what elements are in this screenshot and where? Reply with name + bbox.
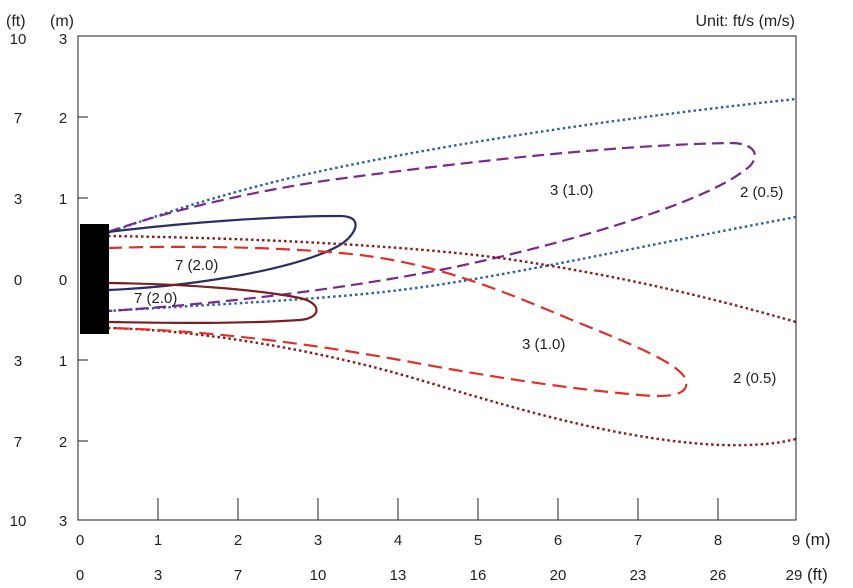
- upper-contour-2-outer: [108, 99, 796, 233]
- left-m-label: 1: [59, 353, 67, 370]
- left-m-label: 0: [59, 272, 67, 289]
- lower-contour-2-label: 2 (0.5): [733, 370, 776, 387]
- bottom-ft-label: 7: [234, 567, 242, 584]
- bottom-m-label: 0: [76, 532, 84, 549]
- left-ft-label: 3: [14, 353, 22, 370]
- bottom-m-label: 7: [634, 532, 642, 549]
- left-m-label: 3: [59, 31, 67, 48]
- left-m-label: 1: [59, 191, 67, 208]
- left-ft-label: 7: [14, 434, 22, 451]
- bottom-ft-label: 3: [154, 567, 162, 584]
- unit-label: Unit: ft/s (m/s): [695, 13, 795, 30]
- lower-contour-2-inner: [108, 236, 796, 322]
- left-ft-label: 7: [14, 110, 22, 127]
- bottom-m-label: 1: [154, 532, 162, 549]
- left-unit-m: (m): [50, 13, 74, 30]
- bottom-ticks: [158, 498, 718, 520]
- bottom-ft-unit: (ft): [807, 565, 828, 584]
- bottom-m-label: 8: [714, 532, 722, 549]
- bottom-m-label: 5: [474, 532, 482, 549]
- bottom-ft-label: 13: [390, 567, 407, 584]
- upper-contour-7: [108, 216, 356, 290]
- bottom-ft-label: 16: [470, 567, 487, 584]
- bottom-m-label: 9: [792, 532, 800, 549]
- bottom-ft-label: 0: [76, 567, 84, 584]
- left-unit-ft: (ft): [6, 13, 26, 30]
- bottom-ft-label: 23: [630, 567, 647, 584]
- upper-contour-2-label: 2 (0.5): [740, 184, 783, 201]
- bottom-ft-label: 29: [786, 567, 803, 584]
- bottom-m-unit: (m): [805, 530, 830, 549]
- upper-contour-3-label: 3 (1.0): [550, 182, 593, 199]
- bottom-ft-label: 20: [550, 567, 567, 584]
- air-outlet-block: [80, 224, 109, 334]
- lower-contour-2-outer: [108, 328, 796, 445]
- bottom-m-label: 2: [234, 532, 242, 549]
- bottom-m-label: 6: [554, 532, 562, 549]
- left-m-label: 2: [59, 110, 67, 127]
- upper-contour-7-label: 7 (2.0): [175, 257, 218, 274]
- plot-frame: [78, 36, 796, 520]
- left-ft-label: 3: [14, 191, 22, 208]
- left-m-label: 3: [59, 513, 67, 530]
- bottom-ft-label: 26: [710, 567, 727, 584]
- lower-contour-3-label: 3 (1.0): [522, 336, 565, 353]
- bottom-m-label: 3: [314, 532, 322, 549]
- left-ft-label: 0: [14, 272, 22, 289]
- left-ft-label: 10: [10, 513, 27, 530]
- left-m-label: 2: [59, 434, 67, 451]
- bottom-ft-label: 10: [310, 567, 327, 584]
- left-ft-label: 10: [10, 31, 27, 48]
- bottom-m-label: 4: [394, 532, 402, 549]
- lower-contour-7-label: 7 (2.0): [134, 290, 177, 307]
